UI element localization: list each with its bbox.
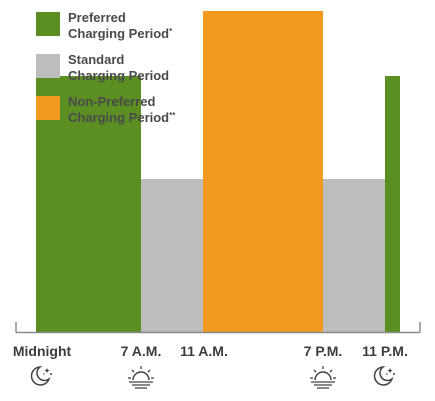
- bar-standard-1: [141, 179, 203, 332]
- bar-non-preferred-2: [203, 11, 323, 332]
- legend-swatch-non-preferred: [36, 96, 60, 120]
- legend-item-standard: Standard Charging Period: [36, 52, 175, 84]
- legend-label-preferred-line1: Preferred: [68, 10, 126, 25]
- bar-preferred-4: [385, 76, 400, 332]
- legend-item-non-preferred: Non-Preferred Charging Period**: [36, 94, 175, 126]
- legend-swatch-standard: [36, 54, 60, 78]
- bar-standard-3: [323, 179, 385, 332]
- x-tick-label-0: Midnight: [12, 343, 72, 359]
- legend-item-preferred: Preferred Charging Period*: [36, 10, 175, 42]
- legend-label-standard-line2: Charging Period: [68, 68, 170, 83]
- legend-mark-preferred: *: [169, 27, 173, 36]
- moon-stars-icon: [29, 364, 55, 393]
- x-tick-label-4: 11 P.M.: [362, 343, 408, 359]
- legend-label-standard-line1: Standard: [68, 52, 125, 67]
- legend-mark-non-preferred: **: [169, 111, 176, 120]
- x-tick-label-3: 7 P.M.: [303, 343, 343, 359]
- x-tick-label-2: 11 A.M.: [180, 343, 228, 359]
- legend-label-preferred-line2: Charging Period: [68, 26, 170, 41]
- x-tick-label-1: 7 A.M.: [120, 343, 162, 359]
- legend-swatch-preferred: [36, 12, 60, 36]
- legend-label-non-preferred-line2: Charging Period: [68, 110, 170, 125]
- legend-label-non-preferred-line1: Non-Preferred: [68, 94, 156, 109]
- legend: Preferred Charging Period* Standard Char…: [36, 10, 175, 136]
- sunrise-icon: [126, 364, 156, 395]
- sunset-icon: [308, 364, 338, 395]
- moon-stars-icon: [372, 364, 398, 393]
